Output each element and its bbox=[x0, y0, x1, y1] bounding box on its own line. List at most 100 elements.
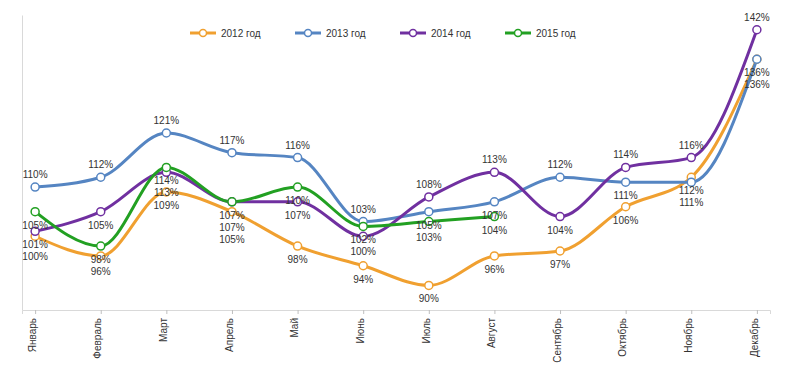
x-tick-label: Октябрь bbox=[617, 318, 628, 357]
data-label: 116% bbox=[679, 140, 704, 151]
data-label: 103% bbox=[350, 204, 376, 215]
data-label: 142% bbox=[744, 12, 770, 23]
x-tick-mark bbox=[363, 310, 364, 314]
series-marker bbox=[31, 183, 39, 191]
series-group bbox=[31, 26, 761, 290]
x-tick-mark bbox=[626, 310, 627, 314]
legend: 2012 год 2013 год 2014 год 2015 год bbox=[190, 28, 576, 39]
x-tick-mark bbox=[101, 310, 102, 314]
x-tick: Декабрь bbox=[749, 310, 760, 357]
series-line bbox=[35, 59, 757, 221]
chart: Январь Февраль Март Апрель Май Июнь Июль Август… bbox=[0, 0, 800, 371]
data-label: 136% bbox=[744, 79, 770, 90]
y-axis-line bbox=[22, 16, 23, 311]
x-tick: Май bbox=[289, 310, 300, 338]
series-line bbox=[35, 167, 494, 246]
data-labels: 110%105%101%100%112%105%98%96%121%114%11… bbox=[22, 12, 769, 305]
series-marker bbox=[294, 154, 302, 162]
y-axis bbox=[22, 16, 23, 311]
x-tick-mark bbox=[232, 310, 233, 314]
series-marker bbox=[556, 247, 564, 255]
data-label: 112% bbox=[548, 159, 573, 170]
series-marker bbox=[162, 129, 170, 137]
series-line bbox=[35, 30, 757, 237]
data-label: 110% bbox=[285, 195, 310, 206]
data-label: 110% bbox=[23, 169, 48, 180]
series-marker bbox=[490, 168, 498, 176]
data-label: 107% bbox=[482, 210, 508, 221]
series-marker bbox=[359, 222, 367, 230]
series-marker bbox=[425, 281, 433, 289]
data-label: 113% bbox=[154, 187, 179, 198]
legend-item: 2014 год bbox=[400, 28, 471, 39]
legend-item: 2015 год bbox=[505, 28, 576, 39]
data-label: 90% bbox=[419, 293, 439, 304]
data-label: 116% bbox=[285, 140, 310, 151]
x-tick-mark bbox=[35, 310, 36, 314]
x-tick: Ноябрь bbox=[683, 310, 694, 353]
data-label: 104% bbox=[482, 225, 508, 236]
data-label: 107% bbox=[219, 210, 245, 221]
x-tick-mark bbox=[691, 310, 692, 314]
x-tick-label: Декабрь bbox=[749, 318, 760, 357]
legend-marker bbox=[305, 30, 312, 37]
data-label: 100% bbox=[22, 251, 48, 262]
data-label: 98% bbox=[91, 254, 111, 265]
x-tick: Март bbox=[158, 310, 169, 342]
data-label: 112% bbox=[88, 159, 113, 170]
x-tick: Январь bbox=[27, 310, 38, 352]
series-marker bbox=[425, 208, 433, 216]
data-label: 100% bbox=[350, 246, 376, 257]
series-marker bbox=[753, 55, 761, 63]
series-marker bbox=[490, 252, 498, 260]
data-label: 103% bbox=[416, 232, 442, 243]
data-label: 107% bbox=[285, 210, 311, 221]
series-marker bbox=[490, 198, 498, 206]
data-label: 112% bbox=[679, 185, 704, 196]
series-marker bbox=[687, 154, 695, 162]
legend-label: 2013 год bbox=[326, 28, 366, 39]
series-marker bbox=[294, 242, 302, 250]
x-tick-label: Июнь bbox=[355, 318, 366, 343]
x-tick-label: Ноябрь bbox=[683, 318, 694, 353]
x-tick-mark bbox=[560, 310, 561, 314]
data-label: 101% bbox=[22, 239, 48, 250]
x-tick-label: Август bbox=[486, 318, 497, 349]
x-tick-label: Январь bbox=[27, 318, 38, 352]
x-tick-label: Февраль bbox=[92, 318, 103, 359]
data-label: 96% bbox=[484, 264, 504, 275]
series-marker bbox=[228, 149, 236, 157]
series-marker bbox=[556, 173, 564, 181]
x-tick-mark bbox=[757, 310, 758, 314]
x-tick-label: Апрель bbox=[224, 318, 235, 352]
legend-label: 2012 год bbox=[221, 28, 261, 39]
data-label: 136% bbox=[744, 67, 770, 78]
x-tick-label: Сентябрь bbox=[552, 318, 563, 363]
x-tick: Апрель bbox=[224, 310, 235, 352]
data-label: 109% bbox=[154, 200, 180, 211]
series-marker bbox=[228, 198, 236, 206]
series-marker bbox=[97, 242, 105, 250]
legend-marker bbox=[410, 30, 417, 37]
series-marker bbox=[294, 183, 302, 191]
x-tick-label: Июль bbox=[421, 318, 432, 344]
data-label: 105% bbox=[219, 234, 245, 245]
x-tick-mark bbox=[494, 310, 495, 314]
series-marker bbox=[556, 213, 564, 221]
legend-marker bbox=[200, 30, 207, 37]
x-tick-mark bbox=[298, 310, 299, 314]
data-label: 117% bbox=[220, 135, 245, 146]
data-label: 105% bbox=[416, 220, 442, 231]
data-label: 121% bbox=[154, 115, 180, 126]
series-marker bbox=[359, 262, 367, 270]
data-label: 111% bbox=[679, 197, 703, 208]
data-label: 105% bbox=[22, 220, 48, 231]
data-label: 94% bbox=[353, 274, 373, 285]
series-marker bbox=[753, 55, 761, 63]
x-tick-mark bbox=[429, 310, 430, 314]
series-line bbox=[35, 59, 757, 285]
data-label: 107% bbox=[219, 222, 245, 233]
data-label: 113% bbox=[482, 154, 507, 165]
data-label: 106% bbox=[613, 215, 639, 226]
legend-label: 2014 год bbox=[431, 28, 471, 39]
